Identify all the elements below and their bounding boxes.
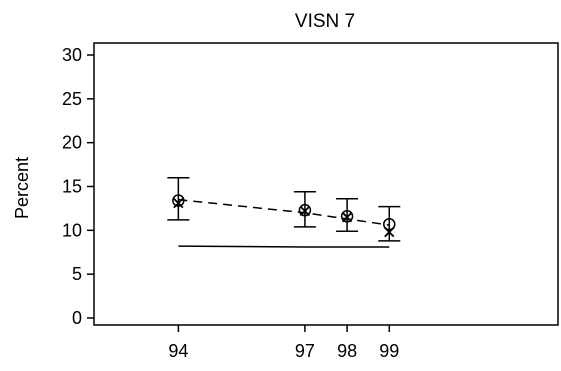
chart-marks [167,176,401,248]
solid-line [178,245,390,248]
y-tick-label: 25 [62,89,82,109]
circle-marker [298,203,312,217]
circle-marker [340,210,354,223]
x-marker [299,205,311,217]
y-tick-label: 30 [62,45,82,65]
plot-frame [93,42,559,326]
y-tick-label: 0 [72,308,82,328]
y-tick-label: 20 [62,133,82,153]
x-tick-label: 94 [168,341,188,361]
y-tick-label: 15 [62,177,82,197]
chart-title: VISN 7 [295,11,355,32]
circle-marker [383,217,396,231]
dashed-line [178,198,390,226]
x-axis: 94 97 98 99 [168,325,399,361]
x-tick-label: 98 [337,341,357,361]
y-tick-label: 5 [72,264,82,284]
circle-marker [172,194,185,207]
x-tick-label: 97 [295,341,315,361]
x-marker [173,198,184,209]
x-marker [384,226,395,238]
y-axis-label: Percent [12,157,32,219]
y-axis: 0 5 10 15 20 25 30 [62,45,94,328]
x-tick-label: 99 [379,341,399,361]
y-tick-label: 10 [62,220,82,240]
x-marker [341,212,353,223]
